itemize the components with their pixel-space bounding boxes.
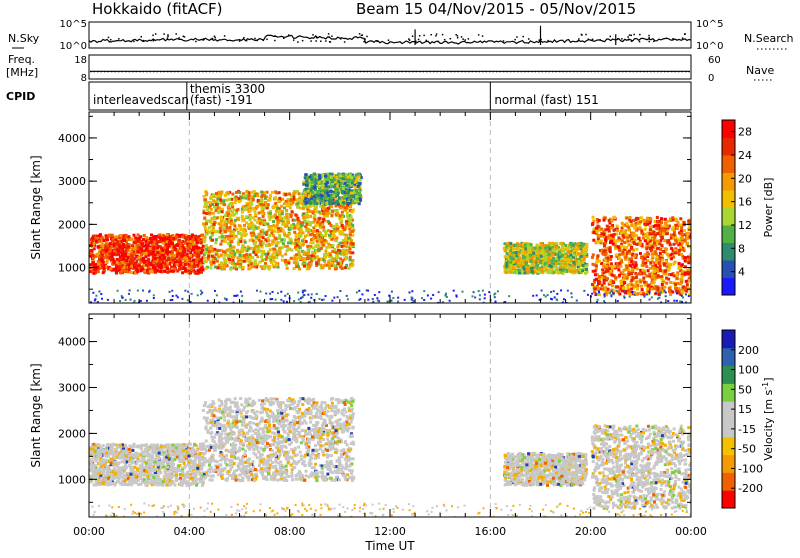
time-x-axis: 00:00 04:00 08:00 12:00 16:00 20:00 00:00 [73,525,707,538]
colorbar-segment [722,243,735,261]
freq-panel: Freq. [MHz] 18 8 60 0 Nave [6,53,774,84]
power-y-axis-label: Slant Range [km] [29,155,43,259]
colorbar-segment [722,490,735,508]
cpid-segment-label: normal (fast) 151 [494,93,598,107]
y-tick-label: 1000 [58,473,86,486]
colorbar-segment [722,366,735,384]
velocity-echo-data [89,314,694,518]
power-panel: 1000 2000 3000 4000 Slant Range [km] 4 8 12 16… [29,112,775,304]
time-tick-label: 08:00 [274,525,306,538]
colorbar-segment [722,225,735,243]
colorbar-tick-label: 15 [738,403,752,416]
colorbar-tick-label: -100 [738,462,763,475]
colorbar-tick-label: 20 [738,172,752,185]
colorbar-segment [722,348,735,366]
y-tick-label: 2000 [58,427,86,440]
colorbar-tick-label: 100 [738,364,759,377]
colorbar-segment [722,120,735,138]
colorbar-segment [722,383,735,401]
y-tick-label: 4000 [58,132,86,145]
colorbar-tick-label: 16 [738,196,752,209]
time-axis-label: Time UT [364,539,415,553]
colorbar-segment [722,173,735,191]
colorbar-segment [722,401,735,419]
time-tick-label: 00:00 [675,525,707,538]
noise-panel: N.Sky 10^5 10^0 10^5 10^0 N.Search [8,19,794,52]
velocity-echo-region [591,424,694,510]
colorbar-tick-label: 4 [738,266,745,279]
noise-left-tick-top: 10^5 [60,19,87,30]
y-tick-label: 3000 [58,381,86,394]
power-echo-data [89,112,694,304]
colorbar-tick-label: 28 [738,126,752,139]
noise-right-label: N.Search [744,32,794,45]
velocity-y-axis: 1000 2000 3000 4000 [58,314,691,517]
velocity-echo-region [202,397,355,482]
colorbar-segment [722,437,735,455]
freq-tick-bottom: 8 [81,73,87,84]
power-echo-region [503,242,589,275]
nave-tick-top: 60 [708,55,721,66]
velocity-colorbar: -200 -100 -50 -15 15 50 100 200 Velocity [m s-1] [722,330,775,509]
velocity-y-axis-label: Slant Range [km] [29,363,43,467]
time-tick-label: 16:00 [474,525,506,538]
colorbar-tick-label: 24 [738,149,752,162]
velocity-panel: 1000 2000 3000 4000 Slant Range [km] -200 -1… [29,314,775,553]
colorbar-segment [722,419,735,437]
colorbar-label: Power [dB] [762,178,775,238]
colorbar-segment [722,278,735,296]
colorbar-segment [722,455,735,473]
y-tick-label: 3000 [58,175,86,188]
colorbar-segment [722,138,735,156]
time-tick-label: 00:00 [73,525,105,538]
noise-right-tick-bottom: 10^0 [696,41,723,52]
noise-left-tick-bottom: 10^0 [60,41,87,52]
velocity-echo-region [89,443,205,487]
velocity-echo-region [503,452,588,487]
colorbar-tick-label: 8 [738,242,745,255]
colorbar-segment [722,330,735,348]
freq-label-line2: [MHz] [6,66,38,79]
time-tick-label: 04:00 [173,525,205,538]
power-colorbar: 4 8 12 16 20 24 28 Power [dB] [722,120,775,296]
colorbar-segment [722,260,735,278]
y-tick-label: 2000 [58,218,86,231]
colorbar-tick-label: 50 [738,383,752,396]
freq-tick-top: 18 [74,55,87,66]
cpid-segment-label: (fast) -191 [190,93,253,107]
colorbar-tick-label: -15 [738,423,756,436]
time-tick-label: 20:00 [575,525,607,538]
nave-label: Nave [746,64,774,77]
freq-label-line1: Freq. [8,53,35,66]
colorbar-segment [722,208,735,226]
power-echo-region [89,233,205,275]
colorbar-label: Velocity [m s-1] [761,377,775,460]
power-echo-region [302,173,363,206]
station-title: Hokkaido (fitACF) [92,0,223,18]
time-tick-label: 12:00 [374,525,406,538]
colorbar-tick-label: 200 [738,344,759,357]
beam-date-title: Beam 15 04/Nov/2015 - 05/Nov/2015 [356,0,636,18]
colorbar-tick-label: -50 [738,443,756,456]
colorbar-tick-label: 12 [738,219,752,232]
colorbar-segment [722,155,735,173]
nave-tick-bottom: 0 [708,73,714,84]
colorbar-segment [722,190,735,208]
colorbar-tick-label: -200 [738,482,763,495]
cpid-segment-label: interleavedscan [93,93,189,107]
ground-scatter [91,502,692,518]
noise-left-label: N.Sky [8,32,40,45]
cpid-label: CPID [6,90,35,103]
power-echo-region [591,216,694,297]
cpid-panel: CPID interleavedscan themis 3300 (fast) … [6,82,691,110]
noise-right-tick-top: 10^5 [696,19,723,30]
y-tick-label: 4000 [58,336,86,349]
y-tick-label: 1000 [58,262,86,275]
